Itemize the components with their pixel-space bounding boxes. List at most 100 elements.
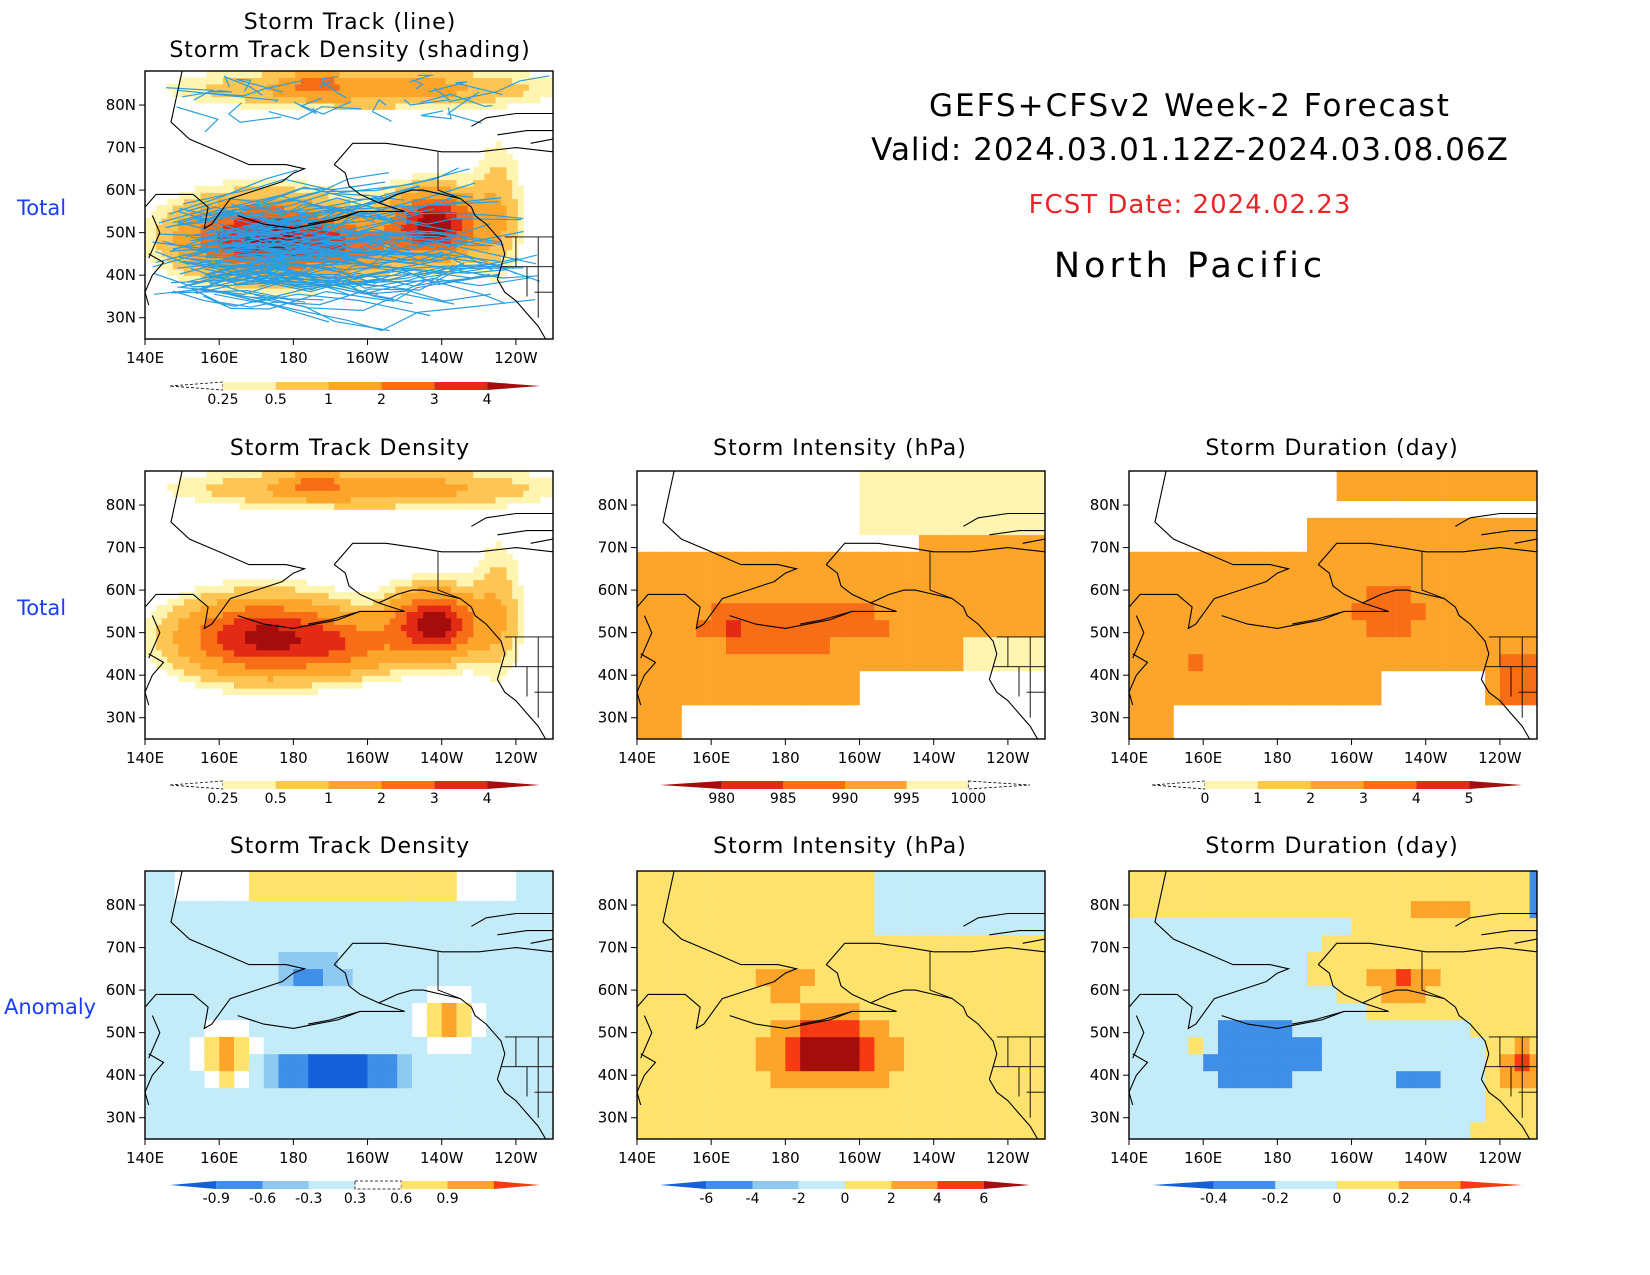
colorbar-label: -0.9 bbox=[203, 1191, 230, 1207]
colorbar-label: 1 bbox=[324, 392, 333, 408]
lon-tick-label: 160W bbox=[838, 1149, 882, 1167]
lat-tick-label: 40N bbox=[598, 1066, 628, 1084]
row-label-total-top: Total bbox=[17, 196, 67, 220]
colorbar-segment bbox=[906, 781, 969, 789]
colorbar-label: 1 bbox=[1253, 791, 1262, 807]
lon-tick-label: 140W bbox=[1404, 749, 1448, 767]
lat-tick-label: 70N bbox=[106, 939, 136, 957]
lat-tick-label: 50N bbox=[106, 1024, 136, 1042]
borders bbox=[437, 951, 553, 1118]
colorbar-label: -0.6 bbox=[249, 1191, 276, 1207]
colorbar-label: 2 bbox=[377, 791, 386, 807]
lat-tick-label: 60N bbox=[1090, 581, 1120, 599]
lon-tick-label: 140E bbox=[1110, 1149, 1148, 1167]
storm-duration-anomaly-map: 140E 160E 180 160W 140W 120W 80N 70N 60N 50N 40N 30… bbox=[1090, 870, 1538, 1167]
storm-density-anomaly-map: 140E 160E 180 160W 140W 120W 80N 70N 60N 50N 40N 30… bbox=[106, 870, 554, 1167]
storm-intensity-total-map: 140E 160E 180 160W 140W 120W 80N 70N 60N 50N 40N 30… bbox=[598, 470, 1046, 767]
lon-tick-label: 160E bbox=[200, 1149, 238, 1167]
lat-tick-label: 60N bbox=[106, 181, 136, 199]
colorbar-segment bbox=[434, 382, 488, 390]
borders bbox=[437, 551, 553, 718]
lat-tick-label: 30N bbox=[106, 709, 136, 727]
colorbar-label: 2 bbox=[1306, 791, 1315, 807]
intensity-anom-title: Storm Intensity (hPa) bbox=[713, 834, 967, 859]
colorbar-label: 990 bbox=[832, 791, 859, 807]
colorbar-segment bbox=[937, 1181, 984, 1189]
duration-anom-title: Storm Duration (day) bbox=[1205, 834, 1459, 859]
colorbar-label: -6 bbox=[699, 1191, 713, 1207]
lat-tick-label: 40N bbox=[598, 666, 628, 684]
plot-frame bbox=[144, 70, 554, 340]
colorbar-label: 3 bbox=[430, 791, 439, 807]
lat-tick-label: 70N bbox=[1090, 939, 1120, 957]
colorbar-label: 0 bbox=[1200, 791, 1209, 807]
forecast-date: FCST Date: 2024.02.23 bbox=[1028, 190, 1352, 220]
lon-tick-label: 120W bbox=[494, 1149, 538, 1167]
density-anom-title: Storm Track Density bbox=[229, 834, 471, 859]
lon-tick-label: 160W bbox=[346, 1149, 390, 1167]
lon-tick-label: 160E bbox=[692, 1149, 730, 1167]
colorbar-segment bbox=[1152, 1181, 1214, 1189]
colorbar-segment bbox=[275, 382, 329, 390]
lat-tick-label: 50N bbox=[106, 624, 136, 642]
colorbar-label: 0.5 bbox=[265, 791, 287, 807]
colorbar-segment bbox=[706, 1181, 753, 1189]
colorbar-segment bbox=[169, 381, 224, 391]
colorbar-label: -2 bbox=[792, 1191, 806, 1207]
lon-tick-label: 120W bbox=[1478, 749, 1522, 767]
colorbar-label: 6 bbox=[979, 1191, 988, 1207]
colorbar-label: 2 bbox=[887, 1191, 896, 1207]
colorbar-label: -0.2 bbox=[1262, 1191, 1289, 1207]
lon-tick-label: 140W bbox=[420, 349, 464, 367]
colorbar-segment bbox=[170, 1181, 217, 1189]
colorbar-segment bbox=[328, 382, 382, 390]
lat-tick-label: 40N bbox=[106, 266, 136, 284]
lat-tick-label: 50N bbox=[1090, 1024, 1120, 1042]
colorbar-segment bbox=[845, 1181, 892, 1189]
lon-tick-label: 180 bbox=[771, 1149, 800, 1167]
track-panel-title-line1: Storm Track (line) bbox=[243, 10, 457, 35]
colorbar-segment bbox=[1257, 781, 1311, 789]
colorbar-label: 3 bbox=[430, 392, 439, 408]
colorbar-segment bbox=[1204, 781, 1258, 789]
lat-tick-label: 30N bbox=[106, 309, 136, 327]
track-panel-title-line2: Storm Track Density (shading) bbox=[169, 38, 531, 63]
colorbar-segment bbox=[1275, 1181, 1337, 1189]
coastline bbox=[145, 871, 553, 1139]
colorbar-segment bbox=[222, 781, 276, 789]
colorbar-segment bbox=[354, 1180, 402, 1190]
lon-tick-label: 120W bbox=[1478, 1149, 1522, 1167]
intensity-anomaly-colorbar: -6 -4 -2 0 2 4 6 bbox=[660, 1181, 1030, 1207]
borders bbox=[929, 551, 1045, 718]
colorbar-segment bbox=[783, 781, 845, 789]
lat-tick-label: 70N bbox=[598, 539, 628, 557]
lat-tick-label: 80N bbox=[598, 496, 628, 514]
colorbar-segment bbox=[1310, 781, 1364, 789]
duration-anomaly-colorbar: -0.4 -0.2 0 0.2 0.4 bbox=[1152, 1181, 1522, 1207]
colorbar-label: -0.4 bbox=[1200, 1191, 1227, 1207]
density-anomaly-colorbar: -0.9 -0.6 -0.3 0.3 0.6 0.9 bbox=[170, 1180, 540, 1207]
lon-tick-label: 180 bbox=[279, 1149, 308, 1167]
storm-density-total-map: 140E 160E 180 160W 140W 120W 80N 70N 60N 50N 40N 30… bbox=[106, 470, 554, 767]
lat-tick-label: 50N bbox=[598, 1024, 628, 1042]
plot-frame bbox=[636, 870, 1046, 1140]
lon-tick-label: 140W bbox=[1404, 1149, 1448, 1167]
lon-tick-label: 160W bbox=[838, 749, 882, 767]
colorbar-segment bbox=[401, 1181, 448, 1189]
colorbar-label: 0 bbox=[1333, 1191, 1342, 1207]
lon-tick-label: 140E bbox=[126, 1149, 164, 1167]
lat-tick-label: 30N bbox=[1090, 709, 1120, 727]
colorbar-segment bbox=[381, 382, 435, 390]
colorbar-label: 1 bbox=[324, 791, 333, 807]
shading bbox=[1129, 471, 1537, 739]
colorbar-segment bbox=[222, 382, 276, 390]
plot-frame bbox=[1128, 870, 1538, 1140]
storm-tracks bbox=[152, 74, 550, 332]
borders bbox=[929, 951, 1045, 1118]
colorbar-label: 0.9 bbox=[436, 1191, 458, 1207]
lon-tick-label: 140W bbox=[912, 1149, 956, 1167]
colorbar-segment bbox=[493, 1181, 540, 1189]
lat-tick-label: 60N bbox=[1090, 981, 1120, 999]
lat-tick-label: 80N bbox=[106, 896, 136, 914]
lat-tick-label: 80N bbox=[106, 96, 136, 114]
